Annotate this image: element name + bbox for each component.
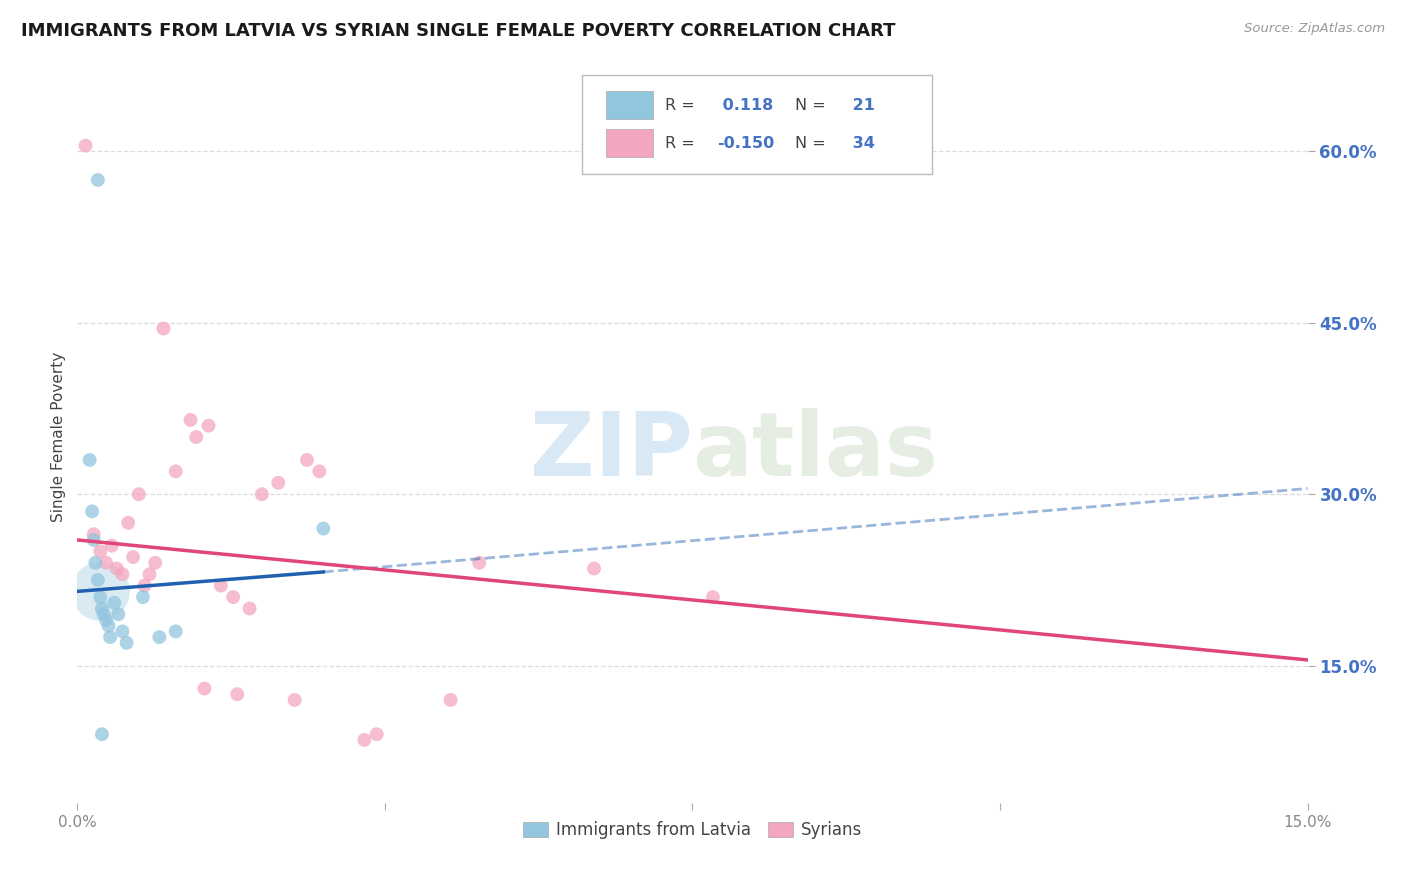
Point — [93, 607, 115, 622]
Point — [94, 556, 117, 570]
FancyBboxPatch shape — [582, 75, 932, 174]
Point — [312, 521, 335, 535]
Text: IMMIGRANTS FROM LATVIA VS SYRIAN SINGLE FEMALE POVERTY CORRELATION CHART: IMMIGRANTS FROM LATVIA VS SYRIAN SINGLE … — [21, 22, 896, 40]
Point — [439, 693, 461, 707]
Point — [165, 464, 187, 478]
Text: R =: R = — [665, 136, 700, 152]
Legend: Immigrants from Latvia, Syrians: Immigrants from Latvia, Syrians — [516, 814, 869, 846]
Point — [308, 464, 330, 478]
Point — [87, 173, 110, 187]
Point — [82, 504, 104, 518]
Point — [75, 138, 97, 153]
Point — [97, 618, 120, 632]
Point — [132, 590, 155, 604]
Text: R =: R = — [665, 98, 700, 113]
Point — [180, 413, 202, 427]
Text: 34: 34 — [848, 136, 876, 152]
Text: N =: N = — [794, 136, 831, 152]
Point — [83, 527, 105, 541]
Point — [284, 693, 307, 707]
Point — [101, 539, 124, 553]
Point — [87, 573, 110, 587]
Point — [111, 567, 134, 582]
Point — [128, 487, 150, 501]
Text: -0.150: -0.150 — [717, 136, 775, 152]
Point — [226, 687, 249, 701]
Point — [138, 567, 160, 582]
Text: 21: 21 — [848, 98, 876, 113]
Point — [366, 727, 388, 741]
Point — [94, 613, 117, 627]
Point — [583, 561, 606, 575]
Point — [209, 579, 232, 593]
Text: atlas: atlas — [693, 409, 938, 495]
FancyBboxPatch shape — [606, 129, 654, 157]
Point — [152, 321, 174, 335]
Point — [222, 590, 245, 604]
FancyBboxPatch shape — [606, 91, 654, 119]
Point — [98, 630, 121, 644]
Point — [148, 630, 170, 644]
Point — [468, 556, 491, 570]
Point — [90, 601, 114, 615]
Point — [267, 475, 290, 490]
Y-axis label: Single Female Poverty: Single Female Poverty — [51, 352, 66, 522]
Point — [89, 544, 111, 558]
Point — [84, 556, 107, 570]
Text: 0.118: 0.118 — [717, 98, 773, 113]
Point — [186, 430, 208, 444]
Point — [239, 601, 262, 615]
Point — [89, 584, 111, 599]
Point — [193, 681, 215, 696]
Point — [122, 550, 145, 565]
Point — [103, 596, 125, 610]
Text: N =: N = — [794, 98, 831, 113]
Point — [90, 727, 114, 741]
Point — [105, 561, 128, 575]
Text: Source: ZipAtlas.com: Source: ZipAtlas.com — [1244, 22, 1385, 36]
Point — [134, 579, 156, 593]
Point — [83, 533, 105, 547]
Point — [250, 487, 273, 501]
Point — [165, 624, 187, 639]
Point — [143, 556, 166, 570]
Point — [107, 607, 129, 622]
Point — [89, 590, 111, 604]
Point — [115, 636, 138, 650]
Point — [117, 516, 139, 530]
Point — [197, 418, 219, 433]
Point — [111, 624, 134, 639]
Point — [353, 733, 375, 747]
Text: ZIP: ZIP — [530, 409, 693, 495]
Point — [79, 453, 101, 467]
Point — [295, 453, 318, 467]
Point — [702, 590, 724, 604]
